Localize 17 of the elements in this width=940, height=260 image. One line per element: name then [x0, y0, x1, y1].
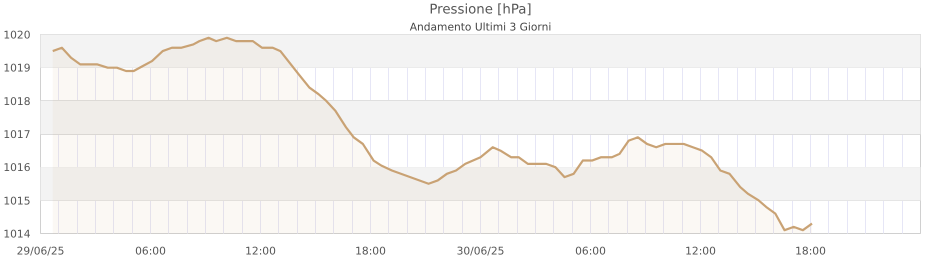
y-tick-label: 1020 — [3, 28, 31, 42]
y-tick-label: 1014 — [3, 228, 31, 240]
y-tick-label: 1016 — [3, 161, 31, 174]
x-tick-label: 06:00 — [135, 244, 166, 258]
x-tick-label: 12:00 — [685, 244, 716, 258]
x-tick-label: 18:00 — [355, 244, 386, 258]
y-tick-label: 1017 — [3, 128, 31, 141]
x-tick-label: 30/06/25 — [456, 244, 504, 258]
x-tick-label: 18:00 — [795, 244, 826, 258]
y-tick-label: 1019 — [3, 62, 31, 75]
chart-subtitle: Andamento Ultimi 3 Giorni — [410, 20, 552, 34]
y-tick-label: 1018 — [3, 94, 31, 108]
x-tick-label: 12:00 — [245, 244, 276, 258]
chart-title: Pressione [hPa] — [429, 2, 532, 18]
x-tick-label: 06:00 — [575, 244, 606, 258]
y-tick-label: 1015 — [3, 194, 31, 208]
x-tick-label: 29/06/25 — [16, 244, 64, 258]
